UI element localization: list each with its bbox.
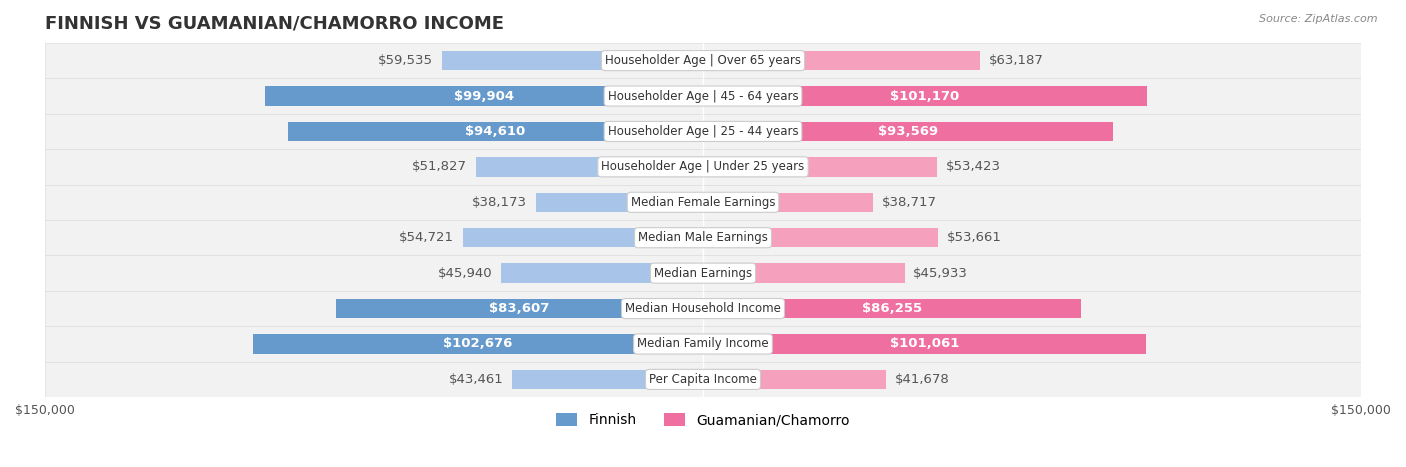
Text: Householder Age | 45 - 64 years: Householder Age | 45 - 64 years [607,90,799,103]
Text: Householder Age | Over 65 years: Householder Age | Over 65 years [605,54,801,67]
Bar [703,334,1146,354]
Bar [703,157,938,177]
Bar [502,263,703,283]
Bar [703,299,1081,318]
Text: Per Capita Income: Per Capita Income [650,373,756,386]
Text: $59,535: $59,535 [378,54,433,67]
Text: $54,721: $54,721 [399,231,454,244]
Text: Householder Age | 25 - 44 years: Householder Age | 25 - 44 years [607,125,799,138]
Text: $63,187: $63,187 [988,54,1043,67]
Bar [703,86,1147,106]
Text: Median Family Income: Median Family Income [637,338,769,350]
Text: Median Earnings: Median Earnings [654,267,752,280]
Bar [45,361,1361,397]
Text: $38,717: $38,717 [882,196,936,209]
Text: $86,255: $86,255 [862,302,922,315]
Bar [512,370,703,389]
Text: Householder Age | Under 25 years: Householder Age | Under 25 years [602,160,804,173]
Text: $45,940: $45,940 [439,267,492,280]
Bar [475,157,703,177]
Bar [703,370,886,389]
Text: $41,678: $41,678 [894,373,949,386]
Text: $53,423: $53,423 [946,160,1001,173]
Bar [703,192,873,212]
Text: $102,676: $102,676 [443,338,512,350]
Bar [703,228,938,248]
Text: Source: ZipAtlas.com: Source: ZipAtlas.com [1260,14,1378,24]
Bar [45,149,1361,184]
Text: $83,607: $83,607 [489,302,550,315]
Text: $93,569: $93,569 [879,125,938,138]
Text: FINNISH VS GUAMANIAN/CHAMORRO INCOME: FINNISH VS GUAMANIAN/CHAMORRO INCOME [45,15,503,33]
Bar [45,291,1361,326]
Text: $38,173: $38,173 [472,196,527,209]
Text: $43,461: $43,461 [449,373,503,386]
Bar [45,220,1361,255]
Text: $101,061: $101,061 [890,338,959,350]
Text: Median Household Income: Median Household Income [626,302,780,315]
Text: $45,933: $45,933 [914,267,969,280]
Bar [264,86,703,106]
Bar [703,263,904,283]
Bar [703,51,980,71]
Bar [703,122,1114,141]
Bar [45,78,1361,114]
Bar [45,114,1361,149]
Bar [536,192,703,212]
Bar [441,51,703,71]
Text: $53,661: $53,661 [948,231,1002,244]
Bar [336,299,703,318]
Text: $99,904: $99,904 [454,90,515,103]
Bar [45,255,1361,291]
Text: Median Female Earnings: Median Female Earnings [631,196,775,209]
Bar [253,334,703,354]
Text: $94,610: $94,610 [465,125,526,138]
Legend: Finnish, Guamanian/Chamorro: Finnish, Guamanian/Chamorro [551,408,855,433]
Bar [45,326,1361,361]
Bar [45,184,1361,220]
Text: $51,827: $51,827 [412,160,467,173]
Text: $101,170: $101,170 [890,90,959,103]
Text: Median Male Earnings: Median Male Earnings [638,231,768,244]
Bar [45,43,1361,78]
Bar [463,228,703,248]
Bar [288,122,703,141]
